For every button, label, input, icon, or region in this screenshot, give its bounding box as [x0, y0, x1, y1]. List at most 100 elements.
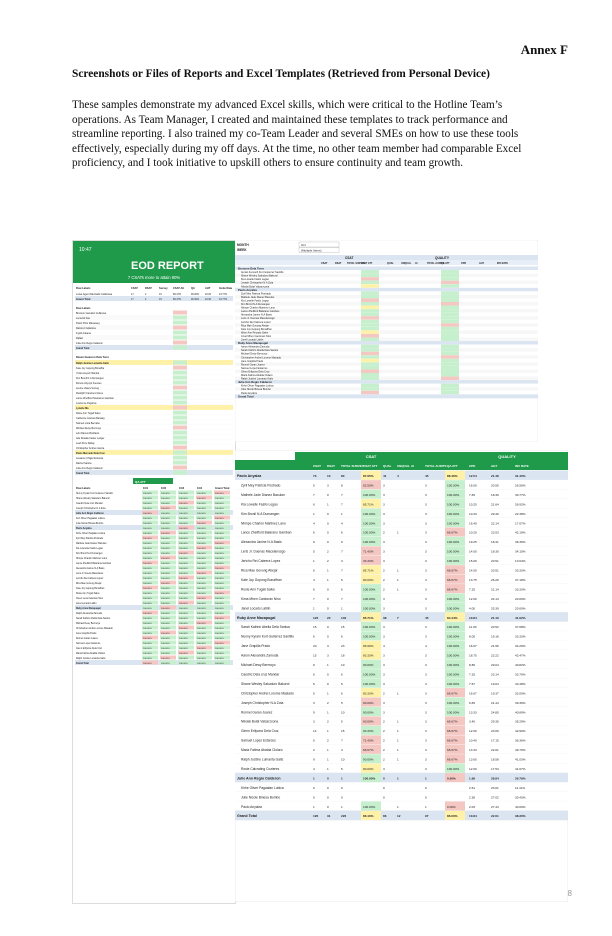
eod-qa-value: 100.00% — [197, 553, 206, 555]
eod-pct-cell — [173, 310, 187, 315]
eod-qa-value: 100.00% — [143, 493, 152, 495]
eod-qa-value: 100.00% — [179, 588, 188, 590]
small-qa-att-cell — [441, 348, 459, 352]
big-agent-name: Rosie Ann Tugali Salve — [241, 587, 275, 591]
small-agent-name: Kirhe Oliver Pagaalan Lubica — [241, 385, 274, 388]
eod-qa-name: Joseph Christopher N.A Zota — [76, 507, 106, 510]
eod-team-value: 19 — [159, 293, 162, 296]
eod-qa-cell — [160, 640, 176, 645]
big-pct-cell — [361, 593, 381, 603]
eod-qa-cell — [142, 635, 158, 640]
big-cell-value: 7 — [341, 739, 343, 743]
eod-qa-value: 100.00% — [215, 613, 224, 615]
big-cell-value: 15 — [341, 729, 345, 733]
eod-qa-cell — [160, 635, 176, 640]
eod-qa-cell — [160, 505, 176, 510]
eod-qa-cell — [196, 645, 212, 650]
big-cell-value: 1 — [397, 531, 399, 535]
eod-sec3-head — [75, 353, 233, 359]
eod-qa-value: 100.00% — [215, 493, 224, 495]
big-cell-value: 5 — [313, 739, 315, 743]
eod-qa-cell — [214, 610, 230, 615]
small-colhead: AHT — [479, 262, 484, 265]
big-agent-name: Sarah Kathrin Abella Dela Santos — [241, 625, 290, 629]
big-cell-value: 66.67% — [447, 531, 458, 535]
small-agent-row — [235, 344, 538, 349]
big-cell-value: 37.18% — [515, 578, 526, 582]
eod-qa-value: 100.00% — [161, 638, 170, 640]
eod-qa-value: 100.00% — [161, 598, 170, 600]
eod-agent-name: Ingrid Aduana — [76, 332, 91, 335]
big-cell-value: 29.04 — [491, 663, 499, 667]
eod-qa-value: 100.00% — [161, 528, 170, 530]
big-cell-value: 1 — [313, 559, 315, 563]
big-agent-name: Paolo Anyalza — [241, 805, 262, 809]
big-cell-value: 13.75 — [469, 578, 477, 582]
big-cell-value: 87.95% — [363, 474, 374, 478]
big-pct-cell — [361, 584, 381, 594]
small-agent-name: Christopher Andrei Lorome Masiado — [241, 356, 282, 359]
big-agent-name: Nunny Kyrain Kurt Gutierrez Santillo — [241, 635, 294, 639]
eod-qa-value: 100.00% — [161, 513, 170, 515]
eod-qa-value: 100.00% — [161, 663, 170, 665]
big-cell-value: 8.00 — [469, 635, 475, 639]
eod-qa-cell — [196, 550, 212, 555]
eod-qa-value: 100.00% — [143, 613, 152, 615]
eod-colhead: CSAT Att — [173, 286, 184, 290]
big-cell-value: 36.36% — [515, 739, 526, 743]
small-csat-att-cell — [361, 273, 379, 278]
eod-qa-value: 100.00% — [215, 538, 224, 540]
eod-qa-value: 100.00% — [161, 588, 170, 590]
eod-qa-value: 100.00% — [197, 503, 206, 505]
eod-agent-row — [75, 435, 233, 440]
eod-agent-row — [75, 315, 233, 320]
eod-qa-colhead: 10/1 — [143, 486, 149, 490]
eod-qa-name: Zyril Rey Patricia Postrado — [76, 537, 104, 540]
big-cell-value: 66.67% — [447, 739, 458, 743]
eod-qa-cell — [214, 490, 230, 495]
big-cell-value: 3 — [383, 767, 385, 771]
big-pct-cell — [445, 688, 465, 698]
small-csat-att-cell — [361, 298, 379, 302]
eod-qa-cell — [178, 645, 194, 650]
eod-agent-row — [75, 335, 233, 340]
eod-qa-cell — [196, 575, 212, 580]
big-pct-cell — [445, 584, 465, 594]
big-pct-cell — [445, 735, 465, 745]
big-cell-value: 15 — [341, 625, 345, 629]
big-cell-value: 22.01 — [491, 748, 499, 752]
eod-qa-value: 100.00% — [143, 538, 152, 540]
small-colhead: TOTAL AUDITS — [427, 262, 445, 265]
small-qa-att-cell — [441, 298, 459, 302]
eod-qa-value: 100.00% — [197, 523, 206, 525]
big-cell-value: 8.80 — [469, 663, 475, 667]
eod-qa-value: 100.00% — [197, 618, 206, 620]
big-colhead: QA ATT — [447, 464, 458, 468]
eod-agent-row — [75, 330, 233, 335]
eod-qa-value: 100.00% — [143, 648, 152, 650]
big-agent-name: Jericho Rei Cabrera Lopez — [241, 559, 281, 563]
small-group-name: Julie Ann Regio Calderon — [238, 380, 272, 384]
big-cell-value: 3 — [425, 493, 427, 497]
eod-agent-name: Lynette Ma — [76, 407, 89, 410]
big-cell-value: 7.25 — [469, 587, 475, 591]
big-pct-cell — [361, 480, 381, 490]
eod-agent-row — [75, 465, 233, 470]
small-group-header-bg — [235, 255, 538, 260]
eod-pct-cell — [173, 400, 187, 405]
big-cell-value: 7.25 — [469, 672, 475, 676]
big-cell-value: 33.33% — [363, 559, 374, 563]
small-csat-att-cell — [361, 376, 379, 381]
big-row-bg — [235, 583, 568, 594]
big-cell-value: 3 — [425, 625, 427, 629]
big-cell-value: 33.33% — [515, 635, 526, 639]
eod-qa-value: 100.00% — [197, 598, 206, 600]
big-cell-value: 7 — [341, 569, 343, 573]
big-cell-value: 100.00% — [447, 559, 459, 563]
small-agent-name: Paolo Anyalza — [241, 392, 257, 395]
eod-qa-value: 100.00% — [179, 638, 188, 640]
eod-qa-cell — [160, 645, 176, 650]
big-cell-value: 3 — [341, 559, 343, 563]
eod-colhead: DSAT — [145, 286, 152, 290]
eod-qa-value: 100.00% — [161, 548, 170, 550]
